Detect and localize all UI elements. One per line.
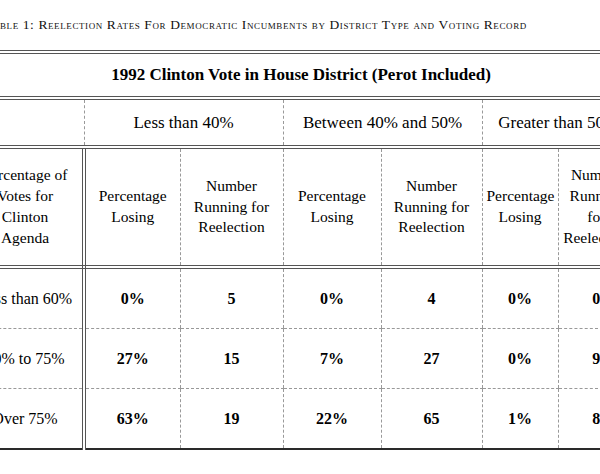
spanning-header-cell: 1992 Clinton Vote in House District (Per… bbox=[0, 52, 600, 98]
table-cell: 22% bbox=[283, 389, 381, 450]
table-cell: 4 bbox=[381, 267, 482, 329]
sub-header-num-running-3: Number Running for Reelection bbox=[558, 147, 600, 267]
group-header-empty-cell bbox=[0, 98, 84, 147]
row-label-cell: 60% to 75% bbox=[0, 329, 84, 389]
table-cell: 5 bbox=[180, 267, 283, 329]
table-cell: 63% bbox=[84, 389, 180, 450]
sub-header-pct-losing-1: Percentage Losing bbox=[84, 147, 180, 267]
sub-header-num-running-1: Number Running for Reelection bbox=[180, 147, 283, 267]
table-cell: 9 bbox=[558, 329, 600, 389]
document-page: Table 1: Reelection Rates For Democratic… bbox=[0, 0, 600, 474]
table-row-group-headers: Less than 40% Between 40% and 50% Greate… bbox=[0, 98, 600, 147]
table-cell: 0% bbox=[482, 329, 558, 389]
table-cell: 0% bbox=[482, 267, 558, 329]
table-cell: 7% bbox=[283, 329, 381, 389]
table-cell: 8 bbox=[558, 389, 600, 450]
table-cell: 0% bbox=[84, 267, 180, 329]
sub-header-num-running-2: Number Running for Reelection bbox=[381, 147, 482, 267]
table-cell: 1% bbox=[482, 389, 558, 450]
table-row-sub-headers: Percentage of Votes for Clinton Agenda P… bbox=[0, 147, 600, 267]
table-row-60-to-75: 60% to 75% 27% 15 7% 27 0% 9 bbox=[0, 329, 600, 389]
table-cell: 0 bbox=[558, 267, 600, 329]
table-cell: 27 bbox=[381, 329, 482, 389]
table-cell: 27% bbox=[84, 329, 180, 389]
table-row-over-75: Over 75% 63% 19 22% 65 1% 8 bbox=[0, 389, 600, 450]
table-cell: 19 bbox=[180, 389, 283, 450]
group-header-between-40-50: Between 40% and 50% bbox=[283, 98, 482, 147]
table-cell: 65 bbox=[381, 389, 482, 450]
table-cell: 0% bbox=[283, 267, 381, 329]
reelection-rates-table: 1992 Clinton Vote in House District (Per… bbox=[0, 50, 600, 450]
sub-header-pct-losing-2: Percentage Losing bbox=[283, 147, 381, 267]
row-label-cell: Over 75% bbox=[0, 389, 84, 450]
group-header-greater-than-50: Greater than 50% bbox=[482, 98, 600, 147]
sub-header-pct-losing-3: Percentage Losing bbox=[482, 147, 558, 267]
row-label-header-cell: Percentage of Votes for Clinton Agenda bbox=[0, 147, 84, 267]
table-cell: 15 bbox=[180, 329, 283, 389]
row-label-cell: Less than 60% bbox=[0, 267, 84, 329]
table-row-less-than-60: Less than 60% 0% 5 0% 4 0% 0 bbox=[0, 267, 600, 329]
group-header-less-than-40: Less than 40% bbox=[84, 98, 283, 147]
table-caption: Table 1: Reelection Rates For Democratic… bbox=[0, 17, 527, 33]
table-row-spanning-header: 1992 Clinton Vote in House District (Per… bbox=[0, 52, 600, 98]
